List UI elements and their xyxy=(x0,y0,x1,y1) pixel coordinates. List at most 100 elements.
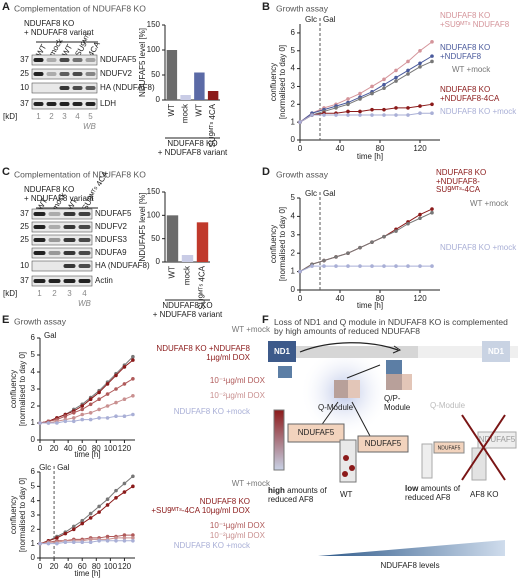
band xyxy=(85,86,96,90)
band xyxy=(33,251,46,255)
point xyxy=(394,106,398,110)
x-tick-label: 40 xyxy=(64,444,73,453)
af8-tube xyxy=(273,409,285,471)
series-line xyxy=(299,212,433,273)
point xyxy=(88,537,93,542)
band xyxy=(63,212,76,216)
wt-tube xyxy=(339,439,357,483)
x-tick-label: 0 xyxy=(298,294,303,303)
point xyxy=(394,68,398,73)
point xyxy=(394,113,398,117)
point xyxy=(63,419,68,424)
legend-entry: WT +mock xyxy=(470,199,509,208)
legend-entry: 10⁻²µg/ml DOX xyxy=(209,531,265,540)
note: NDUFAF8 KO xyxy=(167,139,217,148)
protein: NDUFV2 xyxy=(95,222,128,231)
point xyxy=(382,77,386,82)
blot-subtitle: + NDUFAF8 variant xyxy=(24,28,94,37)
point xyxy=(322,258,326,263)
point xyxy=(105,539,110,543)
point xyxy=(322,113,326,117)
point xyxy=(88,511,93,516)
diagram-title: Loss of ND1 and Q module in NDUFAF8 KO i… xyxy=(274,317,508,336)
arrow-head xyxy=(392,345,402,354)
point xyxy=(88,397,93,402)
high-bold: high xyxy=(268,486,285,495)
protein: NDUFS3 xyxy=(95,235,128,244)
point xyxy=(114,387,118,391)
marker: 25 xyxy=(20,222,29,231)
x-label: time [h] xyxy=(74,569,100,578)
point xyxy=(394,79,398,83)
point xyxy=(430,102,434,107)
x-tick-label: 120 xyxy=(118,444,132,453)
point xyxy=(430,54,434,58)
point xyxy=(406,221,410,226)
point xyxy=(122,481,127,486)
series-line xyxy=(39,485,134,545)
annotation: Glc xyxy=(39,463,51,472)
level-wedge xyxy=(318,540,505,556)
legend-entry: 10⁻¹µg/ml DOX xyxy=(209,376,265,385)
series-line xyxy=(299,41,433,123)
point xyxy=(382,82,386,87)
band xyxy=(63,225,76,229)
series-line xyxy=(299,55,433,123)
high-label: high amounts of reduced AF8 xyxy=(268,486,348,504)
point xyxy=(114,536,118,540)
point xyxy=(394,75,398,80)
y-tick-label: 4 xyxy=(291,64,296,73)
af5-box xyxy=(287,423,345,443)
bar xyxy=(166,50,178,100)
point xyxy=(97,416,101,420)
point xyxy=(322,264,326,268)
point xyxy=(122,490,127,494)
point xyxy=(131,474,135,479)
point xyxy=(88,411,93,415)
x-tick-label: WT xyxy=(167,104,176,117)
series-line xyxy=(299,265,432,273)
point xyxy=(406,113,410,117)
point xyxy=(370,113,374,117)
point xyxy=(114,373,118,378)
legend-entry: WT +mock xyxy=(231,479,270,488)
y-label: NDUFAF5 level [%] xyxy=(138,28,147,97)
protein: LDH xyxy=(100,99,116,108)
band xyxy=(63,264,76,268)
unit: [kD] xyxy=(3,289,17,298)
point xyxy=(122,539,127,543)
point xyxy=(418,111,422,116)
x-tick-label: 0 xyxy=(38,444,43,453)
point xyxy=(55,541,59,546)
point xyxy=(358,245,362,250)
point xyxy=(298,269,302,274)
af5-box xyxy=(433,441,465,454)
band xyxy=(59,102,70,106)
legend-entry: NDUFAF8 KO +mock xyxy=(440,107,517,116)
point xyxy=(406,106,410,110)
x-tick-label: 80 xyxy=(376,144,385,153)
y-tick-label: 0 xyxy=(291,285,296,294)
bar xyxy=(180,95,191,100)
band xyxy=(33,279,46,283)
legend-entry: NDUFAF8 KO +mock xyxy=(173,407,250,416)
complex-small xyxy=(278,366,292,378)
point xyxy=(370,84,374,89)
point xyxy=(358,109,362,114)
band xyxy=(85,72,96,76)
point xyxy=(80,404,85,408)
point xyxy=(114,414,118,419)
point xyxy=(97,407,101,412)
point xyxy=(63,414,68,419)
protein: Actin xyxy=(95,276,113,285)
q-module: Q-Module xyxy=(318,403,354,412)
legend-entry: NDUFAF8 KO +mock xyxy=(440,243,517,252)
af5-label: NDUFAF5 xyxy=(438,445,461,451)
x-tick-label: 120 xyxy=(118,562,132,571)
point xyxy=(131,533,135,537)
point xyxy=(346,264,350,268)
point xyxy=(122,536,127,540)
y-tick-label: 0 xyxy=(31,553,36,562)
x-tick-label: 80 xyxy=(376,294,385,303)
